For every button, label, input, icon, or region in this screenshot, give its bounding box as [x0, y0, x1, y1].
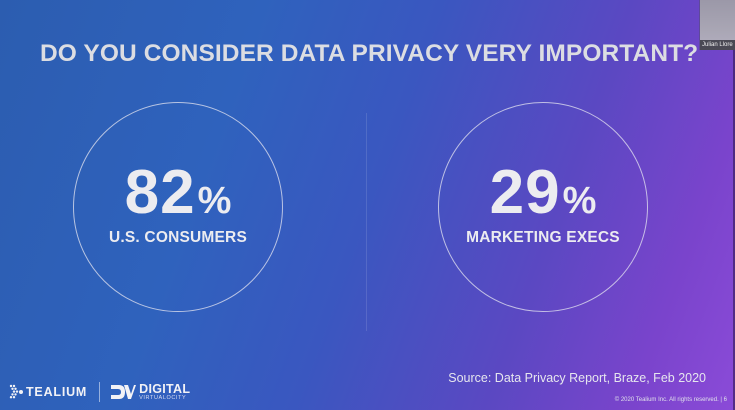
digital-virtualocity-logo: DIGITAL VIRTUALOCITY — [110, 381, 191, 402]
tealium-wordmark: TEALIUM — [26, 385, 88, 399]
stat-label: U.S. CONSUMERS — [108, 229, 247, 246]
stat-percent-sign: % — [197, 180, 232, 222]
tealium-dots-icon — [9, 384, 23, 399]
vertical-divider — [366, 113, 367, 331]
dv-wordmark: DIGITAL — [139, 381, 191, 396]
stat-circle-consumers: 82 % U.S. CONSUMERS — [73, 102, 283, 312]
source-citation: Source: Data Privacy Report, Braze, Feb … — [448, 371, 706, 385]
stat-circle-marketing-execs: 29 % MARKETING EXECS — [438, 102, 648, 312]
stat-percent-sign: % — [562, 180, 597, 222]
logo-separator — [99, 382, 101, 402]
stat-number: 82 — [124, 158, 196, 227]
stat-label: MARKETING EXECS — [466, 229, 620, 246]
window-edge — [733, 50, 735, 410]
dv-monogram-icon — [111, 385, 137, 399]
stat-number: 29 — [489, 158, 561, 227]
dv-subtitle: VIRTUALOCITY — [139, 395, 187, 401]
participant-name-label: Julian Llore — [700, 40, 735, 50]
stat-value: 82 % — [124, 158, 232, 227]
copyright-notice: © 2020 Tealium Inc. All rights reserved.… — [614, 397, 727, 403]
tealium-logo: TEALIUM — [9, 384, 87, 400]
slide-title: DO YOU CONSIDER DATA PRIVACY VERY IMPORT… — [40, 40, 699, 67]
footer-logos: TEALIUM DIGITAL VIRTUALOCITY — [9, 382, 190, 402]
participant-video-thumbnail[interactable]: Julian Llore — [699, 0, 735, 50]
stat-value: 29 % — [489, 158, 597, 227]
